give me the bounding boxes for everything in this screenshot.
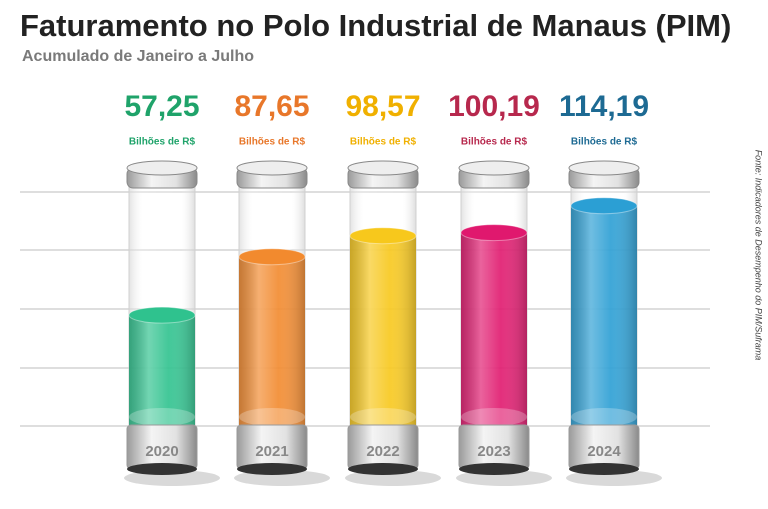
value-label: 100,19 bbox=[448, 90, 540, 123]
tube-cap-top bbox=[458, 160, 530, 176]
unit-label: Bilhões de R$ bbox=[239, 137, 306, 148]
bar-shine bbox=[350, 235, 416, 425]
tube-base-foot bbox=[348, 463, 418, 475]
tube-cap-top bbox=[568, 160, 640, 176]
bar-shine bbox=[571, 205, 637, 425]
bar-shine bbox=[461, 232, 527, 425]
tube-cap-top bbox=[126, 160, 198, 176]
bar-top bbox=[349, 227, 417, 245]
chart-title: Faturamento no Polo Industrial de Manaus… bbox=[20, 8, 731, 43]
unit-label: Bilhões de R$ bbox=[129, 137, 196, 148]
bar-bottom-glow bbox=[239, 408, 305, 426]
bar-bottom-glow bbox=[350, 408, 416, 426]
tube-base-foot bbox=[127, 463, 197, 475]
x-tick-label: 2021 bbox=[255, 443, 288, 460]
value-label: 114,19 bbox=[559, 90, 649, 123]
unit-label: Bilhões de R$ bbox=[350, 137, 417, 148]
source-note: Fonte: Indicadores de Desempenho do PIM/… bbox=[754, 150, 764, 361]
unit-label: Bilhões de R$ bbox=[571, 137, 638, 148]
tube-base-foot bbox=[569, 463, 639, 475]
tube-cap-top bbox=[347, 160, 419, 176]
chart-subtitle: Acumulado de Janeiro a Julho bbox=[22, 48, 254, 65]
bar-shine bbox=[239, 256, 305, 425]
value-label: 98,57 bbox=[345, 90, 420, 123]
bar-bottom-glow bbox=[129, 408, 195, 426]
bar-bottom-glow bbox=[461, 408, 527, 426]
value-label: 57,25 bbox=[124, 90, 199, 123]
x-tick-label: 2024 bbox=[587, 443, 621, 460]
value-label: 87,65 bbox=[234, 90, 309, 123]
bar-top bbox=[570, 197, 638, 215]
tube-base-foot bbox=[459, 463, 529, 475]
x-tick-label: 2020 bbox=[145, 443, 178, 460]
bar-shine bbox=[129, 315, 195, 425]
x-tick-label: 2022 bbox=[366, 443, 399, 460]
unit-label: Bilhões de R$ bbox=[461, 137, 528, 148]
x-tick-label: 2023 bbox=[477, 443, 510, 460]
bar-top bbox=[238, 248, 306, 266]
bar-top bbox=[128, 306, 196, 324]
bar-bottom-glow bbox=[571, 408, 637, 426]
tube-base-foot bbox=[237, 463, 307, 475]
tube-cap-top bbox=[236, 160, 308, 176]
bar-top bbox=[460, 224, 528, 242]
